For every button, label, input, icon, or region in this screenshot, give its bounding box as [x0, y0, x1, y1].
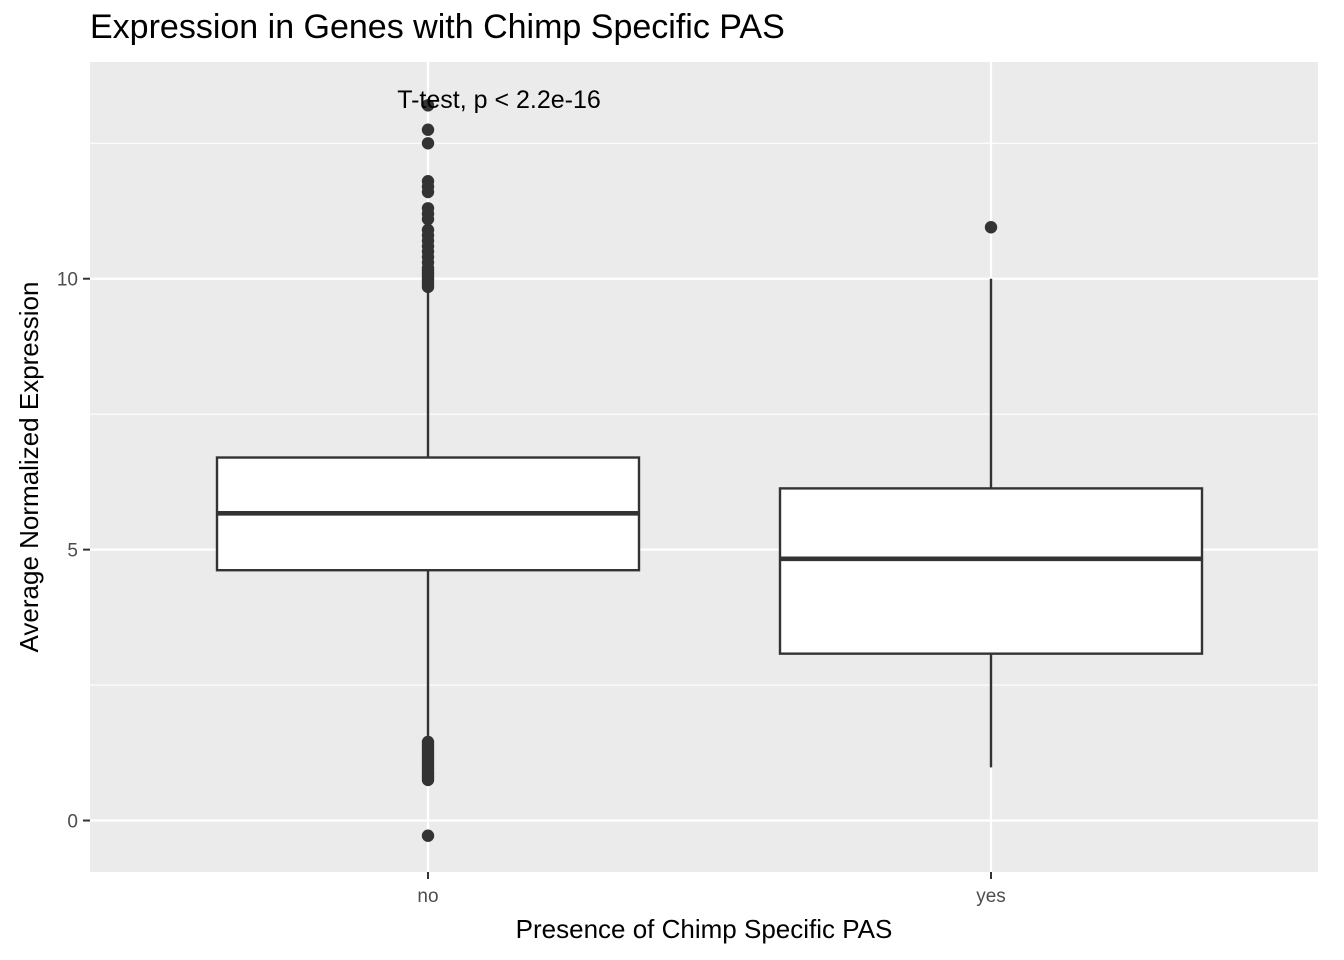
y-axis-title: Average Normalized Expression: [14, 282, 44, 653]
outlier-point: [421, 99, 435, 112]
outlier-point: [421, 735, 435, 749]
outlier-point: [421, 202, 435, 215]
y-tick-label: 10: [57, 270, 78, 291]
ttest-annotation: T-test, p < 2.2e-16: [397, 86, 601, 114]
chart-title: Expression in Genes with Chimp Specific …: [90, 8, 785, 46]
x-tick-label: yes: [976, 886, 1006, 907]
x-axis-title: Presence of Chimp Specific PAS: [516, 914, 893, 944]
y-tick-label: 5: [67, 541, 78, 562]
y-tick-label: 0: [67, 812, 78, 833]
box-yes: [778, 487, 1204, 655]
outlier-point: [984, 221, 998, 234]
outlier-point: [421, 123, 435, 136]
outlier-point: [421, 829, 435, 842]
x-tick-label: no: [417, 886, 438, 907]
outlier-point: [421, 137, 435, 150]
outlier-point: [421, 174, 435, 188]
outlier-point: [421, 223, 435, 237]
